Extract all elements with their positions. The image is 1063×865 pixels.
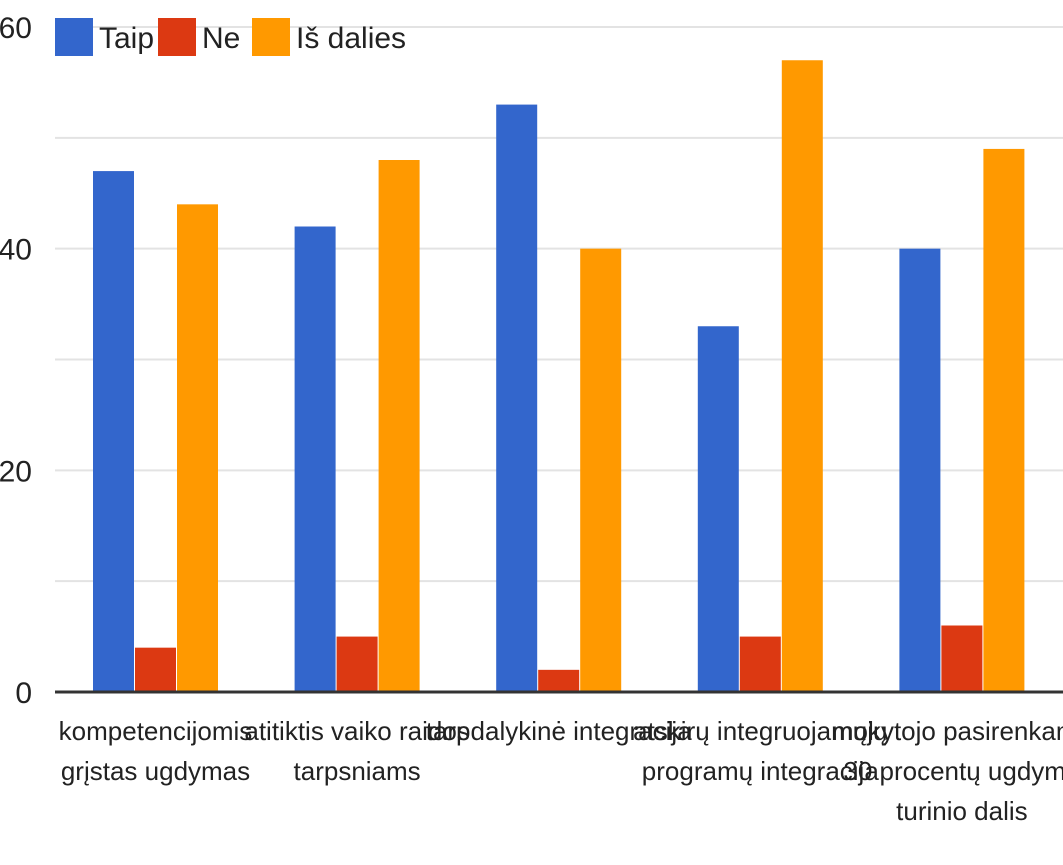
bar-ne[interactable] (135, 647, 176, 692)
bar-taip[interactable] (697, 326, 739, 692)
x-category-label: atskirų integruojamųjų programų integraci… (633, 716, 887, 786)
gridlines (55, 26, 1063, 583)
legend-swatch (158, 18, 196, 56)
legend-swatch (55, 18, 93, 56)
legend-label: Iš dalies (296, 22, 406, 55)
bar-taip[interactable] (93, 171, 134, 693)
legend-label: Taip (99, 22, 154, 55)
bar-taip[interactable] (899, 248, 941, 692)
bar-ne[interactable] (941, 625, 983, 693)
x-category-label: mokytojo pasirenkama30 procentų ugdymotu… (832, 716, 1063, 826)
y-tick-label: 0 (15, 677, 32, 710)
legend: Taip Ne Iš dalies (55, 18, 406, 56)
bar-ne[interactable] (538, 669, 580, 692)
bar-taip[interactable] (294, 226, 336, 693)
legend-swatch (252, 18, 290, 56)
axes: 0 20 40 60 kompetencijomis grįstas ugdymasati… (0, 12, 1063, 826)
bar-iš-dalies[interactable] (781, 60, 823, 692)
bar-iš-dalies[interactable] (580, 248, 622, 692)
bar-iš-dalies[interactable] (177, 204, 218, 693)
y-tick-label: 60 (0, 12, 32, 45)
bar-iš-dalies[interactable] (378, 160, 420, 692)
bar-ne[interactable] (336, 636, 378, 692)
y-tick-label: 40 (0, 234, 32, 267)
bar-ne[interactable] (739, 636, 781, 692)
bars (93, 60, 1025, 693)
x-category-label: atitiktis vaiko raidos tarpsniams (244, 716, 469, 786)
x-category-label: kompetencijomis grįstas ugdymas (59, 716, 253, 786)
bar-iš-dalies[interactable] (983, 148, 1025, 692)
x-category-label: tarpdalykinė integracija (426, 716, 692, 746)
legend-label: Ne (202, 22, 240, 55)
bar-taip[interactable] (496, 104, 538, 693)
y-tick-label: 20 (0, 455, 32, 488)
